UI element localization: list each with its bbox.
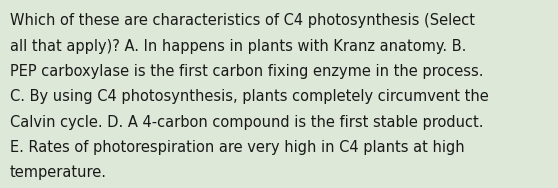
Text: temperature.: temperature. [10,165,107,180]
Text: PEP carboxylase is the first carbon fixing enzyme in the process.: PEP carboxylase is the first carbon fixi… [10,64,484,79]
Text: all that apply)? A. In happens in plants with Kranz anatomy. B.: all that apply)? A. In happens in plants… [10,39,466,54]
Text: E. Rates of photorespiration are very high in C4 plants at high: E. Rates of photorespiration are very hi… [10,140,465,155]
Text: C. By using C4 photosynthesis, plants completely circumvent the: C. By using C4 photosynthesis, plants co… [10,89,489,104]
Text: Calvin cycle. D. A 4-carbon compound is the first stable product.: Calvin cycle. D. A 4-carbon compound is … [10,115,484,130]
Text: Which of these are characteristics of C4 photosynthesis (Select: Which of these are characteristics of C4… [10,13,475,28]
